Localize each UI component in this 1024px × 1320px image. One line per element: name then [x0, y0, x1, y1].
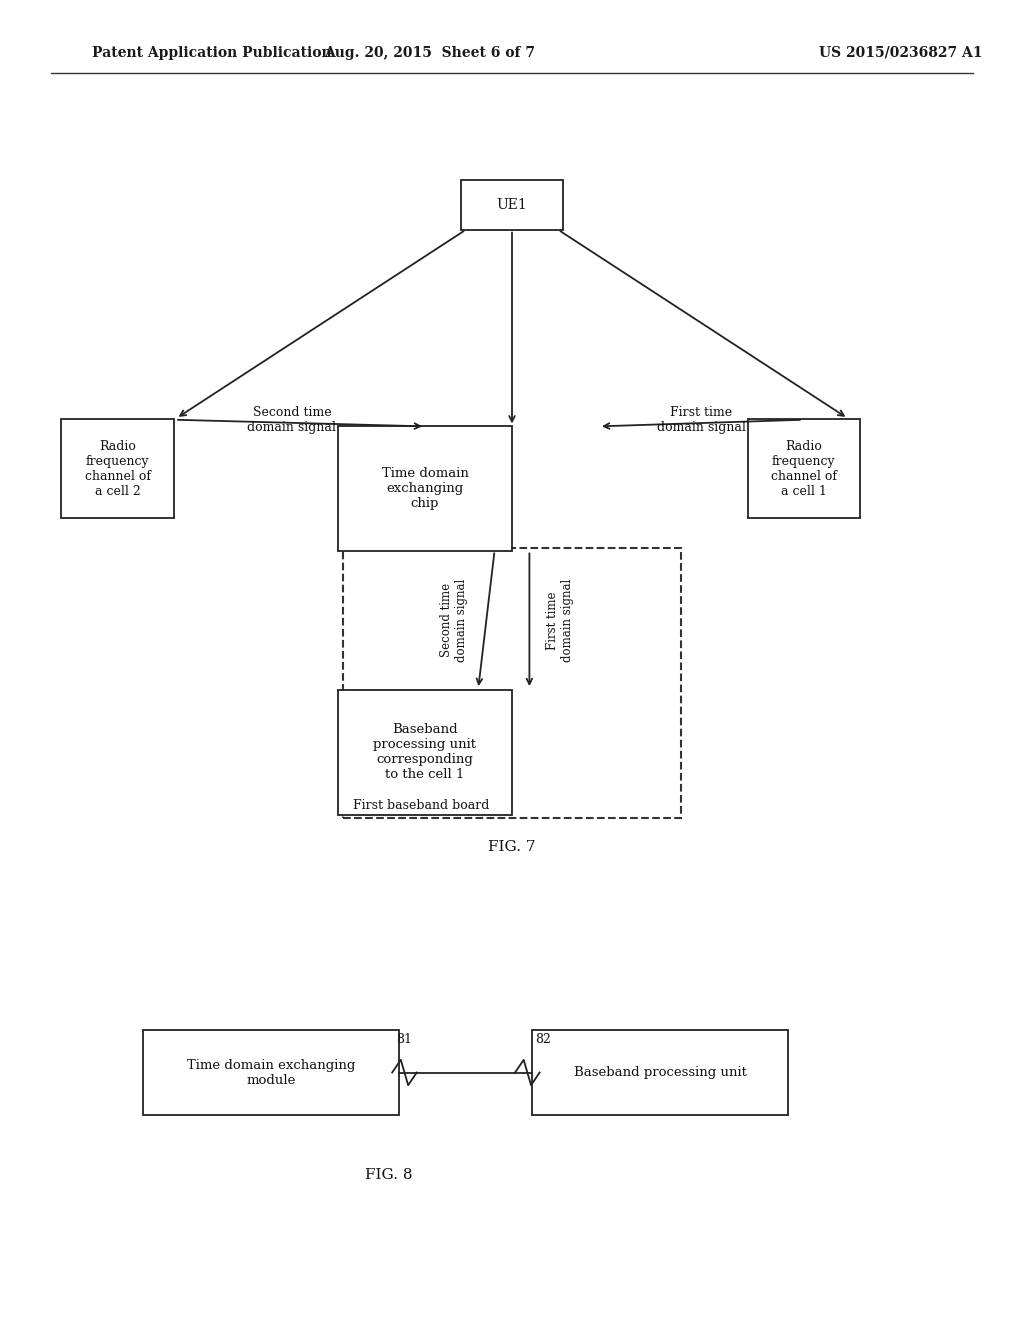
Text: US 2015/0236827 A1: US 2015/0236827 A1 — [819, 46, 983, 59]
FancyBboxPatch shape — [338, 689, 512, 814]
Text: Time domain exchanging
module: Time domain exchanging module — [187, 1059, 355, 1086]
Text: 82: 82 — [535, 1034, 551, 1045]
Text: UE1: UE1 — [497, 198, 527, 211]
Text: Radio
frequency
channel of
a cell 2: Radio frequency channel of a cell 2 — [85, 440, 151, 498]
FancyBboxPatch shape — [338, 425, 512, 552]
Text: 81: 81 — [396, 1034, 413, 1045]
FancyBboxPatch shape — [461, 180, 563, 230]
Text: Second time
domain signal: Second time domain signal — [248, 405, 336, 434]
Text: FIG. 8: FIG. 8 — [366, 1168, 413, 1181]
Text: Aug. 20, 2015  Sheet 6 of 7: Aug. 20, 2015 Sheet 6 of 7 — [325, 46, 536, 59]
FancyBboxPatch shape — [532, 1030, 788, 1115]
Text: First time
domain signal: First time domain signal — [546, 578, 574, 663]
FancyBboxPatch shape — [143, 1030, 399, 1115]
Text: Baseband
processing unit
corresponding
to the cell 1: Baseband processing unit corresponding t… — [374, 723, 476, 781]
Text: Baseband processing unit: Baseband processing unit — [574, 1067, 746, 1078]
Text: First baseband board: First baseband board — [353, 799, 489, 812]
Text: FIG. 7: FIG. 7 — [488, 841, 536, 854]
Text: Time domain
exchanging
chip: Time domain exchanging chip — [382, 467, 468, 510]
Text: Radio
frequency
channel of
a cell 1: Radio frequency channel of a cell 1 — [771, 440, 837, 498]
FancyBboxPatch shape — [748, 420, 860, 517]
Text: Patent Application Publication: Patent Application Publication — [92, 46, 332, 59]
FancyBboxPatch shape — [61, 420, 174, 517]
Text: Second time
domain signal: Second time domain signal — [439, 578, 468, 663]
Text: First time
domain signal: First time domain signal — [657, 405, 745, 434]
